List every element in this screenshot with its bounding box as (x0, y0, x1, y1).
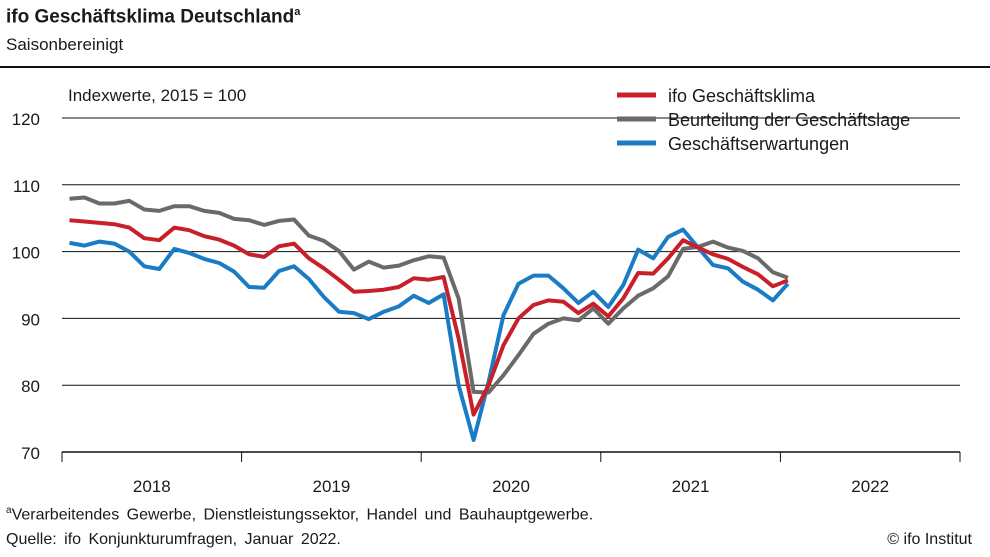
footnote: aVerarbeitendes Gewerbe, Dienstleistungs… (6, 505, 594, 524)
copyright: © ifo Institut (887, 531, 972, 548)
x-tick-label: 2020 (492, 477, 530, 496)
title-note-marker: a (294, 6, 301, 18)
legend-label: Beurteilung der Geschäftslage (668, 110, 910, 130)
title-rule (0, 66, 990, 68)
x-tick-label: 2021 (672, 477, 710, 496)
y-tick-label: 70 (21, 444, 40, 463)
series-line-1 (69, 195, 789, 395)
chart: 70 80 90 100 110 120 2018 2019 2020 2021 2022 Index… (12, 86, 961, 496)
series-line-2 (69, 227, 790, 442)
chart-title: ifo Geschäftsklima Deutschlanda (6, 6, 301, 28)
x-tick-label: 2019 (312, 477, 350, 496)
legend-label: ifo Geschäftsklima (668, 86, 816, 106)
source: Quelle: ifo Konjunkturumfragen, Januar 2… (6, 531, 341, 548)
x-tick-label: 2022 (851, 477, 889, 496)
index-annotation: Indexwerte, 2015 = 100 (68, 86, 246, 105)
y-tick-label: 120 (12, 110, 40, 129)
y-tick-label: 100 (12, 244, 40, 263)
y-tick-label: 80 (21, 377, 40, 396)
legend-label: Geschäftserwartungen (668, 134, 849, 154)
x-tick-label: 2018 (133, 477, 171, 496)
y-tick-label: 90 (21, 310, 40, 329)
series-line-0 (69, 218, 789, 417)
chart-subtitle: Saisonbereinigt (6, 35, 124, 54)
y-tick-label: 110 (13, 177, 40, 196)
